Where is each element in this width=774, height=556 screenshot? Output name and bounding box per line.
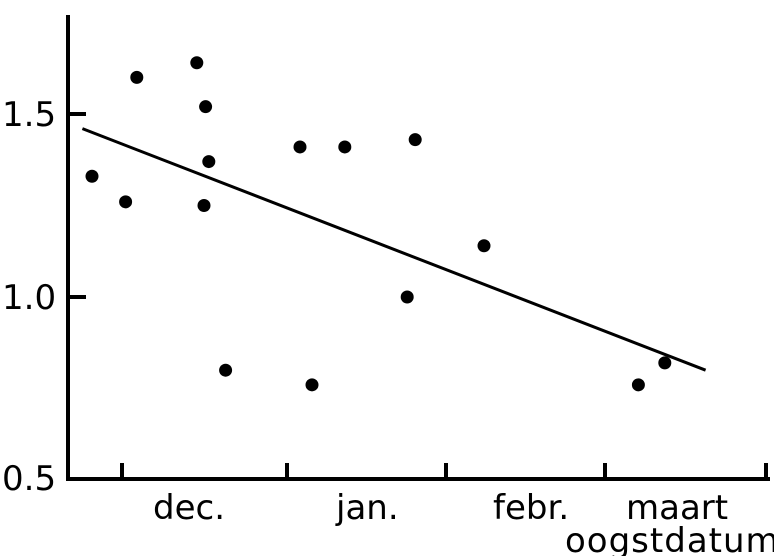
x-tick-label: jan.	[335, 488, 399, 528]
data-point	[305, 378, 319, 392]
data-point	[85, 169, 99, 183]
y-tick-label: 1.5	[2, 95, 56, 135]
data-point	[130, 70, 144, 84]
data-point	[658, 356, 672, 370]
data-point	[477, 239, 491, 253]
data-point	[400, 290, 414, 304]
data-point	[190, 56, 204, 70]
trend-line	[81, 127, 707, 372]
y-tick-label: 0.5	[2, 459, 56, 499]
data-point	[199, 100, 213, 114]
x-tick-label: maart	[626, 488, 728, 528]
y-tick-label: 1.0	[2, 278, 56, 318]
data-point	[219, 363, 233, 377]
data-point	[631, 378, 645, 392]
data-point	[338, 140, 352, 154]
data-marks	[81, 56, 707, 392]
data-point	[119, 195, 133, 209]
data-point	[408, 133, 422, 147]
data-point	[293, 140, 307, 154]
x-tick-label: febr.	[493, 488, 569, 528]
data-point	[197, 199, 211, 212]
data-point	[202, 155, 216, 169]
x-axis-title: oogstdatum	[565, 521, 774, 556]
x-tick-label: dec.	[153, 488, 225, 528]
